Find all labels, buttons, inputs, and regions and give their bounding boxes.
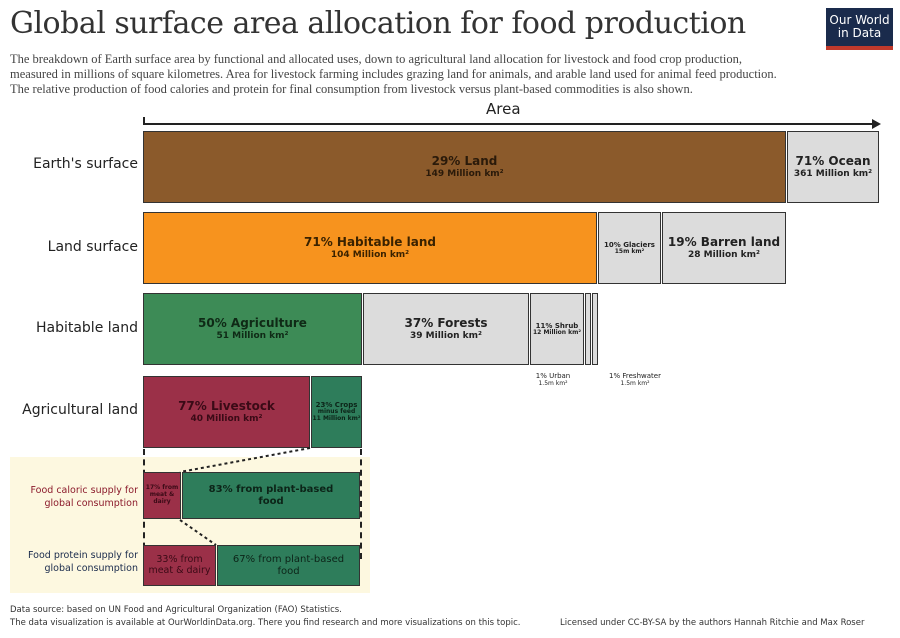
license-note: Licensed under CC-BY-SA by the authors H… xyxy=(560,618,865,628)
glaciers-segment: 10% Glaciers 15m km² xyxy=(598,212,661,284)
logo-line: in Data xyxy=(837,26,882,40)
segment-label: 37% Forests xyxy=(404,315,488,330)
crops-segment: 23% Crops minus feed 11 Million km² xyxy=(311,376,362,448)
segment-value: 39 Million km² xyxy=(410,330,482,341)
segment-label: food xyxy=(258,495,284,507)
segment-label: 71% Habitable land xyxy=(304,234,436,249)
dashed-connectors xyxy=(179,447,311,546)
segment-label: 50% Agriculture xyxy=(198,315,307,330)
segment-value: 11 Million km² xyxy=(312,415,361,423)
arrow-icon xyxy=(872,119,881,129)
dashed-guide xyxy=(360,449,362,559)
chart-title: Global surface area allocation for food … xyxy=(10,6,746,41)
agriculture-segment: 50% Agriculture 51 Million km² xyxy=(143,293,362,365)
livestock-segment: 77% Livestock 40 Million km² xyxy=(143,376,310,448)
urban-segment xyxy=(585,293,591,365)
land-segment: 29% Land 149 Million km² xyxy=(143,131,786,203)
subtitle-line: The breakdown of Earth surface area by f… xyxy=(10,52,743,66)
row-label-land: Land surface xyxy=(47,239,138,255)
segment-note: minus feed xyxy=(317,408,356,416)
area-axis xyxy=(143,123,875,125)
segment-value: 28 Million km² xyxy=(688,249,760,260)
segment-label: meat & dairy xyxy=(149,491,175,505)
protein-meat-segment: 33% from meat & dairy xyxy=(143,545,216,586)
subtitle-line: The relative production of food calories… xyxy=(10,82,693,96)
row-label-earth: Earth's surface xyxy=(33,156,138,172)
calories-meat-segment: 17% from meat & dairy xyxy=(143,472,181,519)
label-line: global consumption xyxy=(44,497,138,509)
calories-plant-segment: 83% from plant-based food xyxy=(182,472,360,519)
freshwater-segment xyxy=(592,293,598,365)
protein-label: Food protein supply for global consumptio… xyxy=(10,550,138,576)
segment-label: 1% Freshwater xyxy=(609,372,661,380)
ocean-segment: 71% Ocean 361 Million km² xyxy=(787,131,879,203)
segment-value: 15m km² xyxy=(614,247,645,255)
owid-logo[interactable]: Our World in Data xyxy=(826,8,893,50)
habitable-segment: 71% Habitable land 104 Million km² xyxy=(143,212,597,284)
axis-label: Area xyxy=(486,100,521,118)
segment-label: 23% Crops xyxy=(315,401,358,410)
segment-label: 33% from xyxy=(156,553,203,565)
segment-value: 361 Million km² xyxy=(793,168,873,179)
segment-label: 83% from plant-based xyxy=(208,484,334,495)
segment-label: 19% Barren land xyxy=(667,234,781,249)
segment-label: 11% Shrub xyxy=(535,321,579,330)
segment-label: 1% Urban xyxy=(535,372,571,380)
availability-note[interactable]: The data visualization is available at O… xyxy=(10,618,521,628)
segment-label: food xyxy=(277,565,300,577)
segment-label: 29% Land xyxy=(431,153,498,168)
segment-label: 77% Livestock xyxy=(178,398,275,413)
barren-segment: 19% Barren land 28 Million km² xyxy=(662,212,786,284)
segment-label: 10% Glaciers xyxy=(604,240,655,249)
label-line: Food protein supply for xyxy=(28,550,138,561)
forests-segment: 37% Forests 39 Million km² xyxy=(363,293,529,365)
label-line: global consumption xyxy=(44,562,138,574)
segment-value: 1.5m km² xyxy=(538,379,568,387)
logo-line: Our World xyxy=(829,13,890,27)
segment-value: 12 Million km² xyxy=(533,328,581,336)
segment-label: 17% from xyxy=(145,484,179,492)
protein-plant-segment: 67% from plant-based food xyxy=(217,545,360,586)
urban-annotation: 1% Urban 1.5m km² xyxy=(528,372,578,387)
subtitle-line: measured in millions of square kilometre… xyxy=(10,67,777,81)
axis-tick xyxy=(143,117,145,125)
segment-value: 104 Million km² xyxy=(330,249,410,260)
label-line: Food caloric supply for xyxy=(30,485,138,496)
freshwater-annotation: 1% Freshwater 1.5m km² xyxy=(600,372,670,387)
row-label-habitable: Habitable land xyxy=(35,320,138,336)
segment-label: 67% from plant-based xyxy=(232,554,345,565)
shrub-segment: 11% Shrub 12 Million km² xyxy=(530,293,584,365)
segment-value: 1.5m km² xyxy=(620,379,650,387)
caloric-label: Food caloric supply for global consumptio… xyxy=(10,485,138,511)
segment-label: 71% Ocean xyxy=(795,153,871,168)
segment-value: 149 Million km² xyxy=(425,168,504,179)
row-label-agricultural: Agricultural land xyxy=(22,402,138,418)
data-source: Data source: based on UN Food and Agricu… xyxy=(10,605,342,615)
segment-label: meat & dairy xyxy=(148,564,211,576)
segment-value: 40 Million km² xyxy=(190,413,263,424)
segment-value: 51 Million km² xyxy=(216,330,289,341)
